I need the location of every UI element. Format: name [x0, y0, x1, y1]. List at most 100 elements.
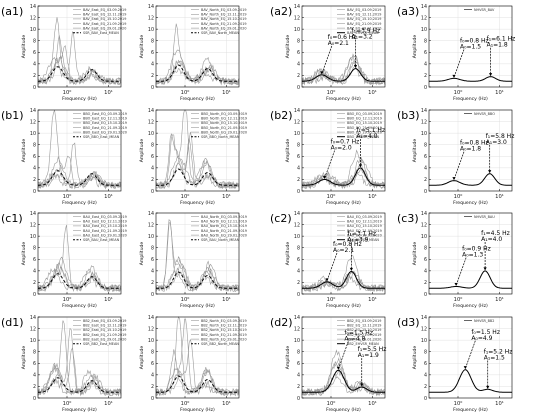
y-tick-label: 12	[148, 326, 154, 332]
legend-entry: BB2_EQ_29.01.2020	[347, 337, 381, 341]
y-tick-label: 4	[33, 166, 36, 172]
x-axis-label: Frequency (Hz)	[180, 303, 215, 309]
nhvsr-curve	[429, 369, 512, 393]
annotation-arrow	[455, 257, 467, 286]
panel-label: (d3)	[397, 316, 420, 329]
y-tick-label: 12	[421, 15, 427, 21]
x-tick-label: 10¹	[222, 297, 231, 303]
y-tick-label: 6	[33, 257, 36, 263]
legend-entry: BAV_EQ_12.11.2019	[347, 13, 381, 17]
y-tick-label: 10	[294, 234, 300, 240]
legend-entry: BAU_EQ_03.09.2019	[347, 215, 382, 219]
axes-frame	[37, 212, 122, 295]
event-curve	[37, 171, 122, 189]
legend-entry: BBO_EQ_21.09.2019	[347, 126, 382, 130]
event-curve	[301, 158, 386, 189]
x-tick-label: 10¹	[104, 194, 113, 200]
y-tick-label: 6	[151, 50, 154, 56]
axes-frame	[155, 212, 240, 295]
x-axis-label: Frequency (Hz)	[180, 200, 215, 206]
y-tick-label: 8	[424, 350, 427, 356]
x-tick-label: 10¹	[495, 194, 504, 200]
y-tick-label: 12	[30, 15, 36, 21]
y-axis-label: Amplitude	[139, 139, 145, 163]
y-tick-label: 0	[33, 396, 36, 402]
y-tick-label: 14	[148, 211, 154, 217]
y-tick-label: 14	[30, 211, 36, 217]
y-tick-label: 0	[424, 396, 427, 402]
annotation-frequency: f₁=3.9 Hz	[352, 28, 381, 35]
legend-entry: SSR_BAU_North_MEAN	[201, 238, 240, 242]
annotation-frequency: f₀=0.8 Hz	[460, 140, 489, 147]
y-tick-label: 14	[148, 108, 154, 114]
annotation-arrow	[324, 150, 335, 179]
y-tick-label: 10	[30, 234, 36, 240]
panel-label: (d1)	[1, 316, 24, 329]
y-tick-label: 14	[294, 211, 300, 217]
x-tick-label: 10⁰	[63, 194, 72, 200]
annotation-arrowhead	[322, 175, 327, 179]
y-axis-label: Amplitude	[285, 346, 291, 370]
y-tick-label: 6	[33, 154, 36, 160]
annotation-amplitude: A₀=2.1	[328, 40, 349, 47]
panel-label: (a3)	[397, 5, 419, 18]
legend-entry: BAV_EHVSR_MEAN	[347, 31, 379, 35]
annotation-arrowhead	[325, 278, 329, 282]
annotation-amplitude: A₁=1.8	[487, 42, 508, 49]
x-tick-label: 10¹	[222, 401, 231, 407]
annotation-amplitude: A₀=1.3	[462, 252, 483, 259]
y-tick-label: 8	[151, 350, 154, 356]
annotation-frequency: f₁=3.1 Hz	[347, 231, 376, 238]
legend-entry: BBO_East_EQ_29.01.2020	[83, 130, 127, 134]
event-curve	[37, 347, 122, 397]
legend-entry: BAV_East_EQ_12.11.2019	[83, 13, 126, 17]
x-axis-label: Frequency (Hz)	[453, 96, 488, 102]
legend-entry: BAV_North_EQ_29.01.2020	[201, 26, 247, 30]
y-tick-label: 4	[424, 166, 427, 172]
axes-frame	[301, 212, 386, 295]
y-tick-label: 0	[297, 189, 300, 195]
legend-entry: BBO_East_EQ_03.09.2019	[83, 112, 127, 116]
x-tick-label: 10⁰	[63, 90, 72, 96]
legend-entry: BB2_EHVSR_MEAN	[347, 342, 379, 346]
panel-3-1: 0 2 4 6 8 10 12 14 10⁰ 10¹ Frequency (Hz) Amplitude…	[139, 315, 247, 413]
y-tick-label: 0	[33, 189, 36, 195]
legend-entry: BB2_North_EQ_12.11.2019	[201, 324, 247, 328]
y-tick-label: 2	[151, 280, 154, 286]
y-tick-label: 0	[424, 189, 427, 195]
y-tick-label: 0	[297, 396, 300, 402]
panel-label: (b2)	[270, 109, 293, 122]
panel-3-3: 0 2 4 6 8 10 12 14 10⁰ 10¹ Frequency (Hz) Amplitude…	[397, 315, 512, 413]
annotation-arrowhead	[452, 74, 456, 78]
x-tick-label: 10¹	[368, 401, 377, 407]
legend-entry: BAU_North_EQ_12.11.2019	[201, 220, 247, 224]
legend-entry: BBO_East_EQ_15.10.2019	[83, 121, 127, 125]
y-tick-label: 2	[424, 384, 427, 390]
y-tick-label: 12	[294, 326, 300, 332]
y-axis-label: Amplitude	[285, 242, 291, 266]
y-tick-label: 2	[151, 73, 154, 79]
legend-entry: SSR_BAU_East_MEAN	[83, 238, 120, 242]
x-axis-label: Frequency (Hz)	[453, 303, 488, 309]
y-tick-label: 10	[148, 338, 154, 344]
y-tick-label: 0	[151, 292, 154, 298]
legend-entry: BAU_North_EQ_21.09.2019	[201, 229, 247, 233]
legend-entry: NHVSR_BBO	[474, 112, 495, 116]
legend-entry: SSR_BAV_East_MEAN	[83, 31, 119, 35]
annotation-arrow	[464, 340, 476, 369]
legend-entry: BBO_EHVSR_MEAN	[347, 135, 380, 139]
y-tick-label: 12	[294, 222, 300, 228]
y-tick-label: 14	[294, 4, 300, 10]
x-axis-label: Frequency (Hz)	[453, 200, 488, 206]
panel-label: (b3)	[397, 109, 420, 122]
axes-frame	[37, 316, 122, 399]
annotation-amplitude: A₁=3.0	[486, 139, 507, 146]
annotation-arrow	[337, 341, 349, 370]
panel-3-2: 0 2 4 6 8 10 12 14 10⁰ 10¹ Frequency (Hz) Amplitude…	[270, 315, 386, 413]
legend-entry: BAU_EQ_29.01.2020	[347, 233, 382, 237]
annotation-arrowhead	[483, 267, 487, 271]
legend-entry: BAU_North_EQ_15.10.2019	[201, 224, 247, 228]
legend-entry: BBO_EQ_15.10.2019	[347, 121, 382, 125]
x-axis-label: Frequency (Hz)	[326, 96, 361, 102]
y-tick-label: 4	[297, 269, 300, 275]
